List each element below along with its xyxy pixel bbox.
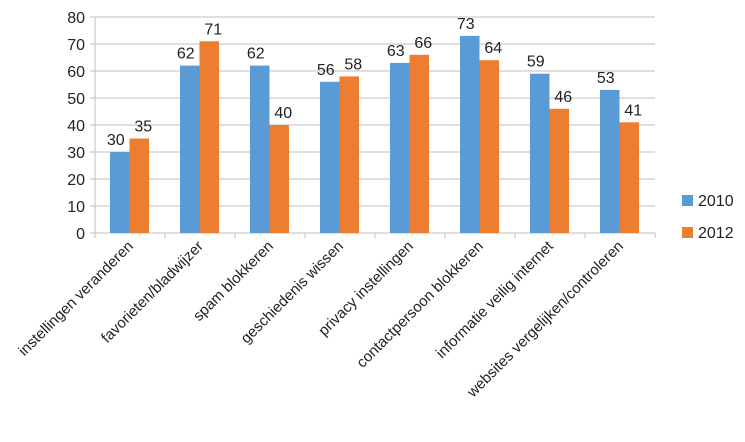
bar-2010 (390, 62, 410, 234)
data-label: 53 (597, 70, 615, 87)
y-tick-label: 10 (67, 199, 85, 216)
bar-2010 (460, 35, 480, 234)
bar-2012 (269, 125, 289, 233)
data-label: 64 (484, 40, 502, 57)
y-tick-label: 80 (67, 10, 85, 27)
data-label: 62 (247, 46, 265, 63)
y-tick-label: 70 (67, 37, 85, 54)
bar-2012 (479, 60, 499, 234)
bar-2010 (180, 65, 200, 233)
y-tick-label: 20 (67, 172, 85, 189)
data-label: 71 (204, 21, 222, 38)
data-label: 62 (177, 46, 195, 63)
bar-2012 (339, 76, 359, 234)
data-label: 59 (527, 54, 545, 71)
bar-2012 (619, 122, 639, 233)
y-tick-label: 30 (67, 145, 85, 162)
data-label: 58 (344, 56, 362, 73)
bar-2010 (320, 81, 340, 233)
data-label: 46 (554, 89, 572, 106)
data-label: 73 (457, 16, 475, 33)
bar-2012 (549, 108, 569, 233)
legend-label: 2012 (698, 225, 734, 242)
data-label: 30 (107, 132, 125, 149)
category-label: contactpersoon blokkeren (353, 238, 486, 371)
data-label: 41 (624, 102, 642, 119)
bar-2012 (409, 54, 429, 233)
bar-2012 (199, 41, 219, 233)
data-label: 66 (414, 35, 432, 52)
category-label: informatie veilig internet (433, 237, 558, 362)
bar-2010 (250, 65, 270, 233)
bar-2010 (530, 73, 550, 233)
data-label: 63 (387, 43, 405, 60)
y-tick-label: 0 (76, 226, 85, 243)
category-label: websites vergelijken/controleren (463, 238, 627, 402)
legend-label: 2010 (698, 193, 734, 210)
data-label: 56 (317, 62, 335, 79)
category-label: instellingen veranderen (15, 238, 137, 360)
data-label: 35 (134, 119, 152, 136)
y-tick-label: 40 (67, 118, 85, 135)
y-tick-label: 50 (67, 91, 85, 108)
data-label: 40 (274, 105, 292, 122)
y-tick-label: 60 (67, 64, 85, 81)
legend-swatch (682, 195, 693, 206)
bar-2010 (110, 152, 130, 233)
legend-swatch (682, 227, 693, 238)
bar-2012 (129, 138, 149, 233)
bar-2010 (600, 89, 620, 234)
